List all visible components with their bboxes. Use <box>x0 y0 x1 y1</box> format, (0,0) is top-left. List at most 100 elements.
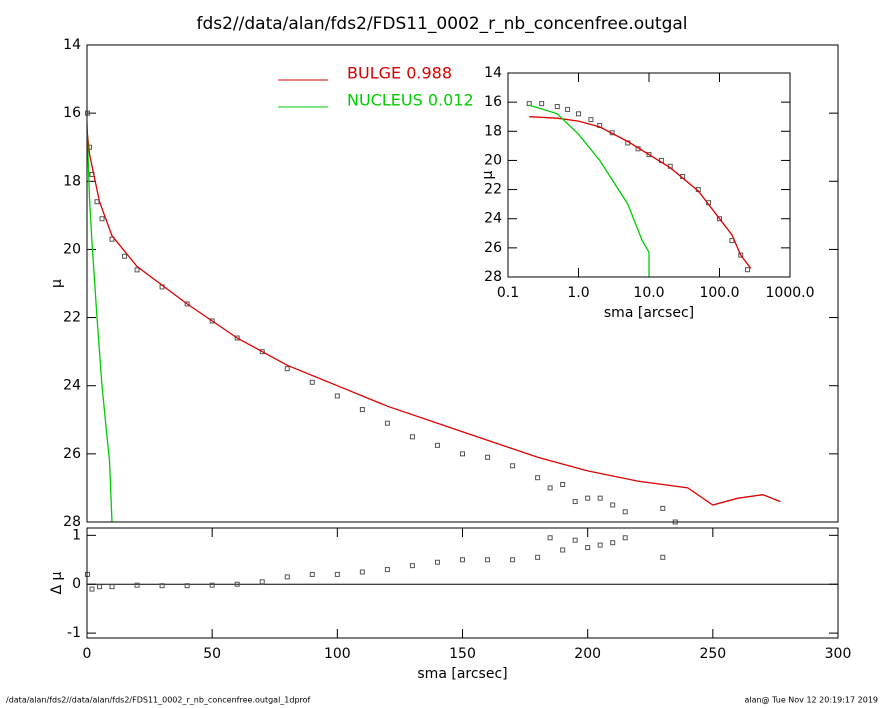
legend-label: BULGE 0.988 <box>347 64 452 83</box>
data-point <box>610 540 616 546</box>
data-point <box>409 563 415 569</box>
x-tick-label: 0.1 <box>497 285 519 301</box>
y-tick-label: 14 <box>484 65 502 81</box>
x-axis-label: sma [arcsec] <box>417 666 507 682</box>
data-point <box>85 110 91 116</box>
y-tick-label: 22 <box>484 182 502 198</box>
data-point <box>745 267 751 273</box>
data-point <box>109 584 115 590</box>
plot-area <box>508 73 790 277</box>
data-point <box>209 582 215 588</box>
x-tick-label: 0 <box>83 646 92 662</box>
data-point <box>234 335 240 341</box>
x-tick-label: 100 <box>324 646 351 662</box>
data-point <box>610 502 616 508</box>
data-point <box>284 366 290 372</box>
profile-line <box>529 116 752 269</box>
data-point <box>535 475 541 481</box>
data-point <box>97 584 103 590</box>
x-tick-label: 300 <box>825 646 852 662</box>
x-axis-label: sma [arcsec] <box>604 305 694 321</box>
data-point <box>384 567 390 573</box>
profile-line <box>529 104 650 277</box>
data-point <box>572 499 578 505</box>
data-point <box>660 554 666 560</box>
data-point <box>85 571 91 577</box>
data-point <box>547 535 553 541</box>
data-point <box>89 586 95 592</box>
axes-frame <box>507 72 791 278</box>
data-point <box>572 537 578 543</box>
y-tick-label: 14 <box>63 37 81 53</box>
y-tick-label: 18 <box>484 123 502 139</box>
axes-frame <box>86 44 839 523</box>
data-point <box>359 407 365 413</box>
y-tick-label: 22 <box>63 310 81 326</box>
axes-frame <box>86 527 839 639</box>
data-point <box>234 581 240 587</box>
plot-area <box>87 528 838 638</box>
x-tick-label: 200 <box>574 646 601 662</box>
profile-line <box>86 123 113 523</box>
data-point <box>359 569 365 575</box>
data-point <box>485 557 491 563</box>
data-point <box>99 216 105 222</box>
footer-right: alan@ Tue Nov 12 20:19:17 2019 <box>744 696 878 705</box>
data-point <box>122 253 128 259</box>
y-axis-label: Δ μ <box>49 571 65 594</box>
data-point <box>184 301 190 307</box>
data-point <box>334 571 340 577</box>
data-point <box>510 557 516 563</box>
data-point <box>597 542 603 548</box>
y-tick-label: 28 <box>484 269 502 285</box>
y-tick-label: 0 <box>72 576 81 592</box>
y-tick-label: 24 <box>63 378 81 394</box>
data-point <box>259 579 265 585</box>
legend-label: NUCLEUS 0.012 <box>347 91 474 110</box>
data-point <box>309 571 315 577</box>
x-tick-label: 1.0 <box>567 285 589 301</box>
data-point <box>384 420 390 426</box>
data-point <box>259 349 265 355</box>
data-point <box>585 495 591 501</box>
x-tick-label: 50 <box>203 646 221 662</box>
data-point <box>284 574 290 580</box>
data-point <box>209 318 215 324</box>
data-point <box>134 267 140 273</box>
data-point <box>597 495 603 501</box>
data-point <box>309 379 315 385</box>
x-tick-label: 250 <box>699 646 726 662</box>
data-point <box>510 463 516 469</box>
data-point <box>554 104 560 110</box>
data-point <box>585 545 591 551</box>
x-tick-label: 10.0 <box>633 285 664 301</box>
data-point <box>434 559 440 565</box>
data-point <box>622 509 628 515</box>
data-point <box>539 101 545 107</box>
y-tick-label: 18 <box>63 173 81 189</box>
data-point <box>588 117 594 123</box>
data-point <box>717 216 722 222</box>
y-tick-label: 26 <box>484 240 502 256</box>
y-axis-label: μ <box>480 170 496 179</box>
data-point <box>622 535 628 541</box>
y-tick-label: 16 <box>63 105 81 121</box>
y-tick-label: 20 <box>484 152 502 168</box>
data-point <box>159 583 165 589</box>
data-point <box>434 442 440 448</box>
y-tick-label: 26 <box>63 446 81 462</box>
chart-title: fds2//data/alan/fds2/FDS11_0002_r_nb_con… <box>196 14 687 34</box>
y-tick-label: -1 <box>67 625 81 641</box>
x-tick-label: 1000.0 <box>766 285 815 301</box>
data-point <box>334 393 340 399</box>
profile-line <box>86 130 781 506</box>
data-point <box>565 106 571 112</box>
data-point <box>535 554 541 560</box>
y-tick-label: 1 <box>72 527 81 543</box>
x-tick-label: 150 <box>449 646 476 662</box>
data-point <box>184 583 190 589</box>
data-point <box>460 557 465 563</box>
data-point <box>460 451 465 457</box>
data-point <box>560 547 566 553</box>
